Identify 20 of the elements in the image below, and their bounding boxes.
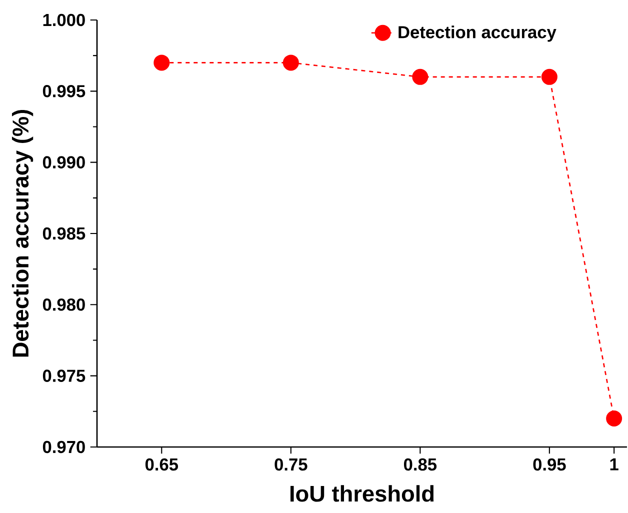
y-tick-label: 1.000 (43, 14, 85, 26)
x-tick-label: 1 (610, 458, 618, 470)
x-axis-title: IoU threshold (290, 485, 434, 502)
point (541, 68, 558, 85)
y-tick-label: 0.970 (42, 440, 85, 454)
legend-label: Detection accuracy (398, 26, 556, 42)
y-tick-label: 0.980 (42, 298, 85, 311)
x-tick-label: 0.75 (274, 458, 308, 471)
y-axis-title: Detection accuracy (%) (12, 110, 34, 357)
y-tick-label: 0.985 (42, 227, 86, 240)
y-tick-label: 0.990 (42, 156, 85, 168)
y-tick-label: 0.975 (42, 370, 86, 382)
x-tick-label: 0.95 (533, 458, 566, 471)
y-tick-label: 0.995 (42, 85, 86, 98)
point (606, 410, 622, 427)
x-tick-label: 0.85 (404, 458, 437, 471)
point (154, 54, 170, 71)
x-tick-label: 0.65 (145, 458, 178, 471)
point (282, 54, 299, 71)
point (412, 68, 428, 85)
